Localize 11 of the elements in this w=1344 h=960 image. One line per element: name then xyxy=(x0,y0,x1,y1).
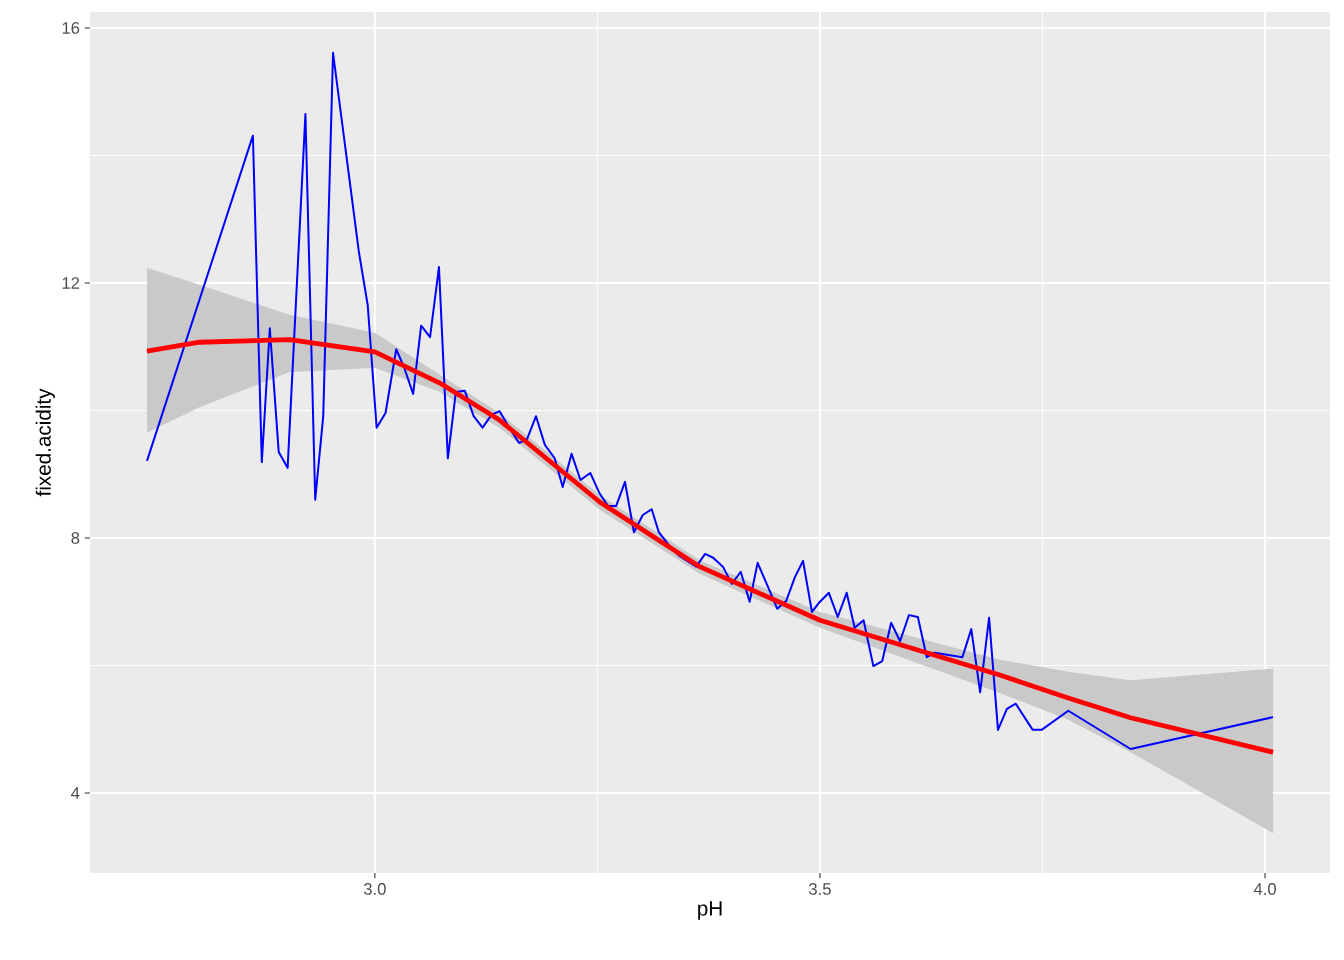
x-tick-label: 3.0 xyxy=(363,883,386,895)
line-series xyxy=(145,51,1275,750)
line-series xyxy=(144,337,1276,755)
y-tick-label: 12 xyxy=(62,277,80,289)
x-tick-label: 3.5 xyxy=(808,883,831,895)
y-tick-label: 4 xyxy=(71,787,80,799)
y-tick-label: 16 xyxy=(62,22,80,34)
y-tick-label: 8 xyxy=(71,532,80,544)
y-axis-title: fixed.acidity xyxy=(35,388,55,497)
x-tick-label: 4.0 xyxy=(1253,883,1276,895)
x-axis-title: pH xyxy=(698,901,722,920)
